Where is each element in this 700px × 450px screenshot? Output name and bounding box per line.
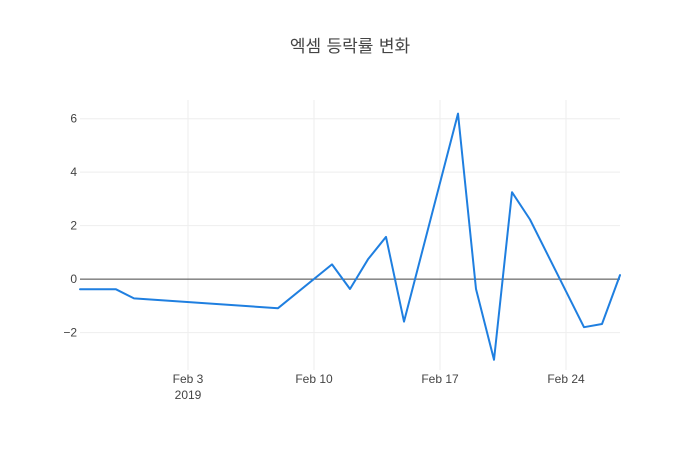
- x-tick-sublabel: 2019: [175, 388, 202, 402]
- grid-layer: [80, 100, 620, 370]
- y-tick-label: 6: [70, 112, 77, 126]
- axis-layer: Feb 3 2019 Feb 10 Feb 17 Feb 24 6 4 2 0 −2: [63, 112, 585, 402]
- series-line: [79, 112, 621, 361]
- series-layer: [79, 112, 621, 361]
- y-tick-label: 2: [70, 219, 77, 233]
- x-tick-label: Feb 24: [547, 372, 585, 386]
- chart-title: 엑셈 등락률 변화: [289, 37, 411, 57]
- y-tick-label: −2: [63, 326, 77, 340]
- x-tick-label: Feb 10: [295, 372, 333, 386]
- x-tick-label: Feb 3: [173, 372, 204, 386]
- y-tick-label: 4: [70, 165, 77, 179]
- x-tick-label: Feb 17: [421, 372, 459, 386]
- y-tick-label: 0: [70, 272, 77, 286]
